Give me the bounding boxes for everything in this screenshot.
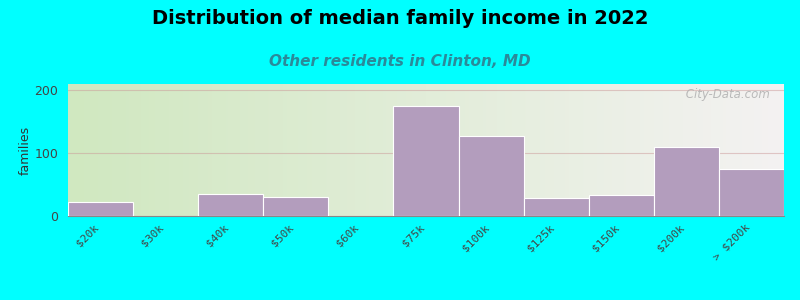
Bar — [263, 197, 328, 216]
Bar — [394, 106, 458, 216]
Bar — [719, 169, 784, 216]
Bar — [458, 136, 524, 216]
Y-axis label: families: families — [18, 125, 32, 175]
Bar — [589, 195, 654, 216]
Bar — [198, 194, 263, 216]
Text: Distribution of median family income in 2022: Distribution of median family income in … — [152, 9, 648, 28]
Text: City-Data.com: City-Data.com — [682, 88, 770, 101]
Bar — [68, 202, 133, 216]
Bar — [654, 147, 719, 216]
Text: Other residents in Clinton, MD: Other residents in Clinton, MD — [269, 54, 531, 69]
Bar — [524, 198, 589, 216]
